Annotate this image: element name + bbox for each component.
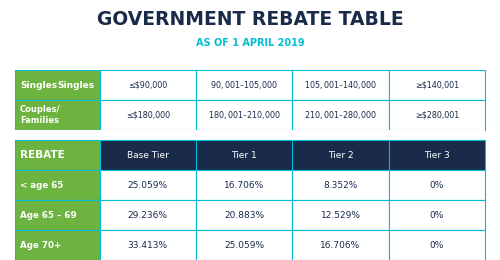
FancyBboxPatch shape — [15, 140, 100, 170]
Text: 0%: 0% — [430, 240, 444, 250]
Text: 0%: 0% — [430, 211, 444, 220]
FancyBboxPatch shape — [292, 200, 388, 230]
Text: Tier 1: Tier 1 — [231, 151, 257, 160]
Text: $210,001 – $280,000: $210,001 – $280,000 — [304, 109, 377, 121]
FancyBboxPatch shape — [100, 200, 196, 230]
FancyBboxPatch shape — [292, 140, 388, 170]
FancyBboxPatch shape — [15, 70, 100, 100]
FancyBboxPatch shape — [15, 100, 100, 130]
Text: 8.352%: 8.352% — [324, 181, 358, 190]
Text: $90,001 – $105,000: $90,001 – $105,000 — [210, 79, 278, 91]
Text: Couples/
Families: Couples/ Families — [20, 105, 60, 125]
FancyBboxPatch shape — [388, 200, 485, 230]
FancyBboxPatch shape — [100, 140, 196, 170]
FancyBboxPatch shape — [388, 140, 485, 170]
FancyBboxPatch shape — [388, 70, 485, 100]
FancyBboxPatch shape — [196, 70, 292, 100]
FancyBboxPatch shape — [292, 170, 388, 200]
FancyBboxPatch shape — [388, 230, 485, 260]
Text: 0%: 0% — [430, 181, 444, 190]
FancyBboxPatch shape — [292, 70, 388, 100]
Text: AS OF 1 APRIL 2019: AS OF 1 APRIL 2019 — [196, 38, 304, 48]
FancyBboxPatch shape — [100, 230, 196, 260]
FancyBboxPatch shape — [15, 230, 100, 260]
Text: 25.059%: 25.059% — [128, 181, 168, 190]
Text: $180,001 – $210,000: $180,001 – $210,000 — [208, 109, 281, 121]
Text: Tier 2: Tier 2 — [328, 151, 353, 160]
Text: ≥$280,001: ≥$280,001 — [414, 110, 459, 120]
FancyBboxPatch shape — [196, 200, 292, 230]
Text: GOVERNMENT REBATE TABLE: GOVERNMENT REBATE TABLE — [96, 10, 404, 29]
FancyBboxPatch shape — [196, 230, 292, 260]
FancyBboxPatch shape — [15, 200, 100, 230]
FancyBboxPatch shape — [100, 170, 196, 200]
Text: 16.706%: 16.706% — [224, 181, 264, 190]
Text: 12.529%: 12.529% — [320, 211, 360, 220]
Text: ≤$90,000: ≤$90,000 — [128, 81, 168, 90]
FancyBboxPatch shape — [292, 230, 388, 260]
Text: ≤$180,000: ≤$180,000 — [126, 110, 170, 120]
Text: 16.706%: 16.706% — [320, 240, 360, 250]
FancyBboxPatch shape — [388, 170, 485, 200]
FancyBboxPatch shape — [100, 100, 196, 130]
Text: 29.236%: 29.236% — [128, 211, 168, 220]
Text: 25.059%: 25.059% — [224, 240, 264, 250]
Text: Age 65 – 69: Age 65 – 69 — [20, 211, 76, 220]
Text: Tier 3: Tier 3 — [424, 151, 450, 160]
Text: ≥$140,001: ≥$140,001 — [415, 81, 459, 90]
FancyBboxPatch shape — [388, 100, 485, 130]
Text: 33.413%: 33.413% — [128, 240, 168, 250]
FancyBboxPatch shape — [196, 140, 292, 170]
FancyBboxPatch shape — [100, 70, 196, 100]
Text: Singles: Singles — [58, 81, 94, 90]
Text: < age 65: < age 65 — [20, 181, 64, 190]
FancyBboxPatch shape — [15, 130, 485, 140]
Text: Base Tier: Base Tier — [127, 151, 168, 160]
FancyBboxPatch shape — [196, 100, 292, 130]
Text: REBATE: REBATE — [20, 150, 65, 160]
Text: $105,001 – $140,000: $105,001 – $140,000 — [304, 79, 377, 91]
FancyBboxPatch shape — [292, 100, 388, 130]
Text: 20.883%: 20.883% — [224, 211, 264, 220]
Text: Singles: Singles — [20, 81, 57, 90]
FancyBboxPatch shape — [196, 170, 292, 200]
FancyBboxPatch shape — [15, 170, 100, 200]
Text: Age 70+: Age 70+ — [20, 240, 61, 250]
